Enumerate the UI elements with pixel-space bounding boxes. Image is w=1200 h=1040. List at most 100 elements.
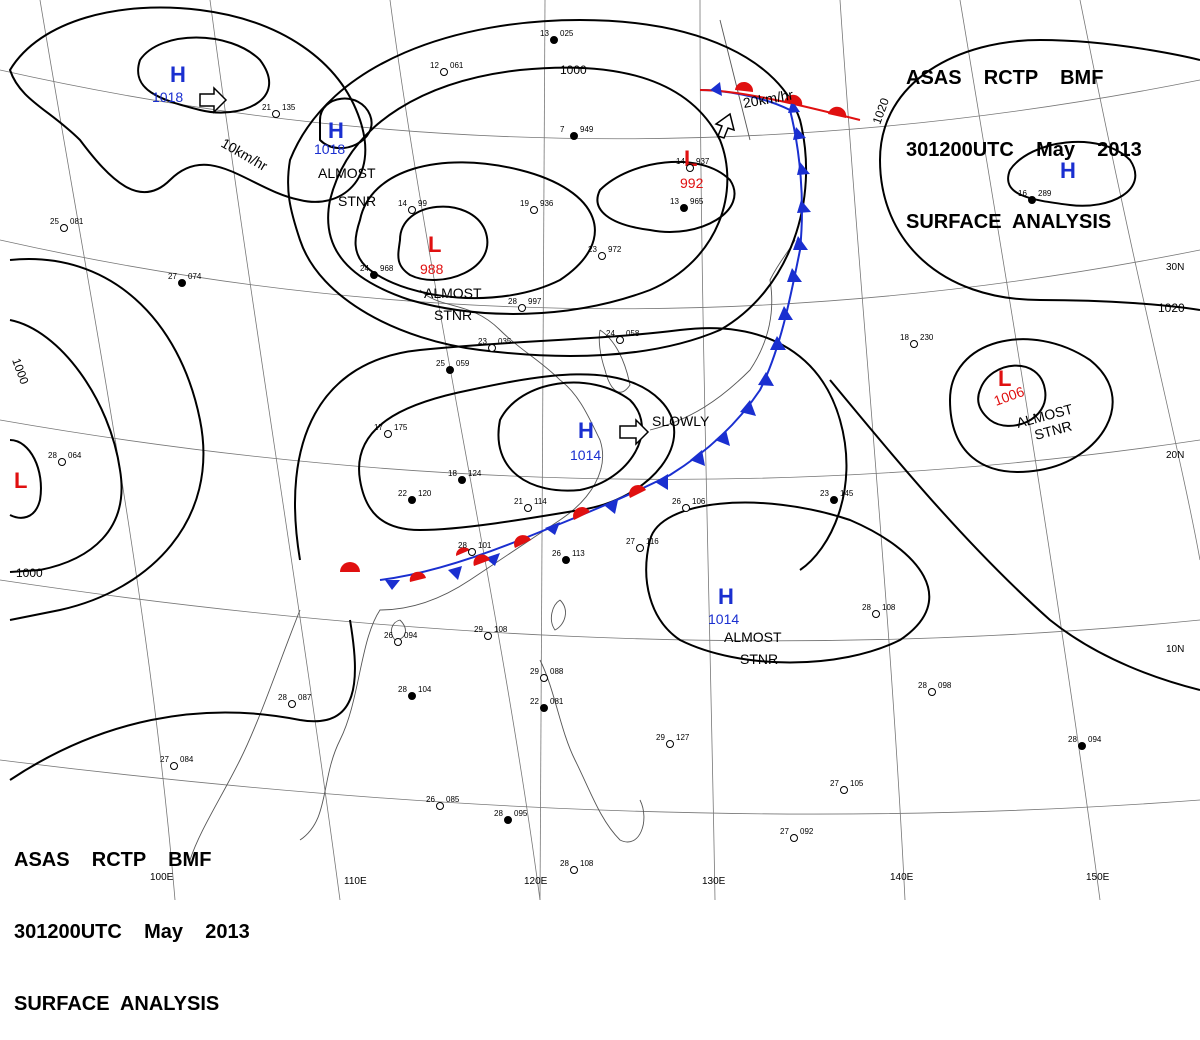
station-pressure: 127 xyxy=(676,733,690,742)
station-pressure: 058 xyxy=(626,329,640,338)
station-temperature: 21 xyxy=(514,497,523,506)
station-temperature: 18 xyxy=(448,469,457,478)
station-plot: 22 120 xyxy=(398,489,432,504)
high-center-1014-south: H 1014 xyxy=(708,584,739,627)
station-plot: 25 081 xyxy=(50,217,84,232)
isobar-low-left xyxy=(9,439,42,519)
station-plot: 26 094 xyxy=(384,631,418,646)
station-plot: 19 936 xyxy=(520,199,554,214)
station-circle-icon xyxy=(872,610,880,618)
station-circle-icon xyxy=(540,704,548,712)
lon-label-130e: 130E xyxy=(702,876,726,887)
high-letter: H xyxy=(170,62,186,87)
station-plot: 13 025 xyxy=(540,29,574,44)
station-plot: 16 289 xyxy=(1018,189,1052,204)
station-circle-icon xyxy=(272,110,280,118)
station-circle-icon xyxy=(680,204,688,212)
station-plot: 12 061 xyxy=(430,61,464,76)
low-value: 988 xyxy=(420,261,444,277)
station-temperature: 28 xyxy=(1068,735,1077,744)
station-circle-icon xyxy=(682,504,690,512)
title-line-2: 301200UTC May 2013 xyxy=(14,921,250,943)
station-pressure: 064 xyxy=(68,451,82,460)
station-pressure: 120 xyxy=(418,489,432,498)
station-circle-icon xyxy=(488,344,496,352)
station-temperature: 24 xyxy=(606,329,615,338)
title-line-1: ASAS RCTP BMF xyxy=(906,67,1104,89)
map-title-bottom: ASAS RCTP BMF 301200UTC May 2013 SURFACE… xyxy=(14,800,250,1040)
station-plot: 28 064 xyxy=(48,451,82,466)
isobar-high-1018-b xyxy=(319,97,373,150)
station-circle-icon xyxy=(440,68,448,76)
graticule-labels: 110E 120E 130E 140E 150E 100E 30N 20N 10… xyxy=(150,262,1184,887)
station-pressure: 088 xyxy=(550,667,564,676)
station-circle-icon xyxy=(458,476,466,484)
station-pressure: 937 xyxy=(696,157,710,166)
station-plot: 28 087 xyxy=(278,693,312,708)
almost-stnr-4-line1: ALMOST xyxy=(724,629,782,645)
station-pressure: 101 xyxy=(478,541,492,550)
station-pressure: 081 xyxy=(550,697,564,706)
station-temperature: 27 xyxy=(168,272,177,281)
station-circle-icon xyxy=(524,504,532,512)
station-pressure: 104 xyxy=(418,685,432,694)
station-plot: 14 99 xyxy=(398,199,427,214)
station-pressure: 972 xyxy=(608,245,622,254)
station-temperature: 24 xyxy=(360,264,369,273)
lon-label-140e: 140E xyxy=(890,872,914,883)
station-circle-icon xyxy=(518,304,526,312)
station-pressure: 094 xyxy=(404,631,418,640)
taiwan-coast xyxy=(550,599,566,631)
station-plot: 28 094 xyxy=(1068,735,1102,750)
isobar-east-south xyxy=(829,379,1200,691)
lon-label-100e: 100E xyxy=(150,872,174,883)
high-value: 1014 xyxy=(570,447,601,463)
station-temperature: 22 xyxy=(530,697,539,706)
isobar-south-1014 xyxy=(645,501,931,664)
station-temperature: 27 xyxy=(780,827,789,836)
isobar-big-outer xyxy=(294,327,848,571)
station-pressure: 135 xyxy=(282,103,296,112)
station-circle-icon xyxy=(370,271,378,279)
station-circle-icon xyxy=(1028,196,1036,204)
almost-stnr-2-line1: ALMOST xyxy=(424,285,482,301)
station-temperature: 23 xyxy=(588,245,597,254)
station-plot: 21 135 xyxy=(262,103,296,118)
almost-stnr-2-line2: STNR xyxy=(434,307,472,323)
station-pressure: 025 xyxy=(560,29,574,38)
station-temperature: 25 xyxy=(50,217,59,226)
station-circle-icon xyxy=(570,866,578,874)
station-temperature: 13 xyxy=(540,29,549,38)
isobar-label-1000-c: 1000 xyxy=(16,566,43,580)
pressure-centers: H 1018 H 1018 L 988 L 992 H 1014 H 1014 … xyxy=(14,62,1076,627)
station-circle-icon xyxy=(408,206,416,214)
indochina-coast xyxy=(189,609,301,861)
high-letter: H xyxy=(578,418,594,443)
station-circle-icon xyxy=(288,700,296,708)
isobar-left-1000 xyxy=(9,319,123,573)
isobar-mid xyxy=(358,373,676,532)
title-line-2: 301200UTC May 2013 xyxy=(906,139,1142,161)
station-temperature: 28 xyxy=(48,451,57,460)
station-temperature: 28 xyxy=(398,685,407,694)
low-center-992: L 992 xyxy=(680,146,704,191)
slowly-label: SLOWLY xyxy=(652,413,710,429)
station-plot: 28 095 xyxy=(494,809,528,824)
station-pressure: 997 xyxy=(528,297,542,306)
station-temperature: 28 xyxy=(494,809,503,818)
isobar-labels: 1000 1000 1000 1020 1020 xyxy=(9,63,1185,580)
lat-label-30n: 30N xyxy=(1166,262,1184,273)
low-letter: L xyxy=(14,468,27,493)
station-temperature: 19 xyxy=(520,199,529,208)
isobar-low-988-inner xyxy=(397,205,489,281)
station-pressure: 936 xyxy=(540,199,554,208)
isobar-low-1006-inner xyxy=(977,364,1047,427)
station-pressure: 108 xyxy=(580,859,594,868)
station-temperature: 27 xyxy=(160,755,169,764)
station-circle-icon xyxy=(562,556,570,564)
sakhalin-coast xyxy=(719,19,751,141)
station-pressure: 087 xyxy=(298,693,312,702)
station-plot: 23 145 xyxy=(820,489,854,504)
isobar-low-1006-outer xyxy=(948,338,1114,473)
station-plot: 23 035 xyxy=(478,337,512,352)
